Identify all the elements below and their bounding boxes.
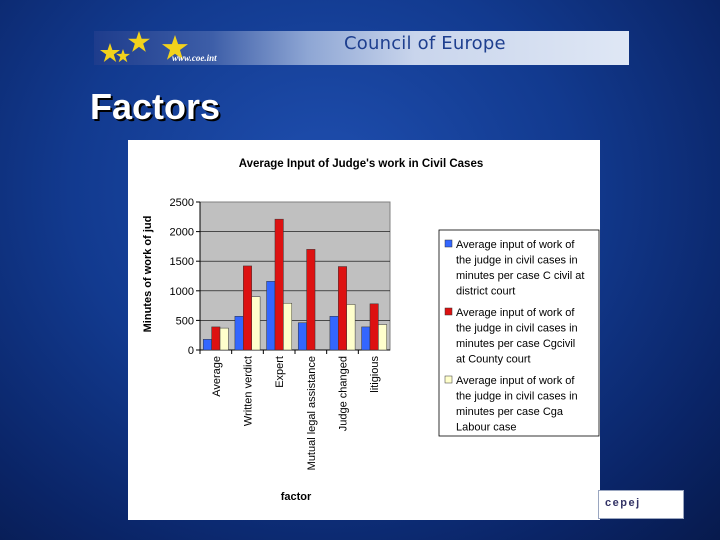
bar [297,322,307,351]
y-axis-label: Minutes of work of jud [142,216,154,333]
star-shape [100,43,120,62]
star-shape [162,35,188,60]
star-icon [116,49,130,63]
chart-svg: Average Input of Judge's work in Civil C… [142,158,600,503]
star-icon [162,35,188,60]
star-icon [128,31,150,52]
bar [378,324,388,351]
council-of-europe-banner: www.coe.int Council of Europe [94,31,629,65]
cepej-logo: cepej [598,490,684,519]
legend-label: Average input of work of the judge in civ… [456,375,578,434]
star-shape [116,49,130,63]
bar [329,316,339,351]
legend-label: Average input of work of the judge in civ… [456,239,584,298]
bar [283,302,293,351]
banner-title: Council of Europe [344,33,506,54]
bar [274,218,284,351]
plot-area [199,201,391,351]
star-icon [100,43,120,62]
bar [251,296,261,351]
star-shape [128,31,150,52]
bar [369,303,379,351]
bar [243,265,252,351]
y-tick-label: 1500 [170,256,194,268]
bar [338,266,347,351]
bar [219,327,229,351]
bar [361,326,371,351]
y-tick-label: 0 [188,345,194,357]
y-tick-label: 1000 [170,286,194,298]
y-tick-label: 2500 [170,197,194,209]
bar [202,339,212,351]
legend-swatch [444,239,453,248]
chart-title: Average Input of Judge's work in Civil C… [239,158,484,170]
banner-url[interactable]: www.coe.int [172,53,217,63]
legend-box [438,229,600,437]
bar [234,316,244,351]
legend-swatch [444,375,453,384]
y-tick-label: 2000 [170,227,194,239]
x-tick-label: Average [211,356,223,397]
x-axis-label: factor [281,491,312,503]
slide-title: Factors [90,86,221,127]
bar [211,326,221,351]
x-tick-label: Written verdict [243,356,255,426]
bar [346,304,356,351]
legend-swatch [444,307,453,316]
x-tick-label: Mutual legal assistance [306,356,318,470]
legend-label: Average input of work of the judge in civ… [456,307,578,366]
chart-container: Average Input of Judge's work in Civil C… [128,140,600,520]
bar [306,249,316,351]
bar [266,281,276,351]
cepej-logo-text: cepej [605,497,641,509]
y-tick-label: 500 [176,315,194,327]
x-tick-label: Judge changed [338,356,350,431]
x-tick-label: litigious [369,356,381,393]
x-tick-label: Expert [274,356,286,388]
